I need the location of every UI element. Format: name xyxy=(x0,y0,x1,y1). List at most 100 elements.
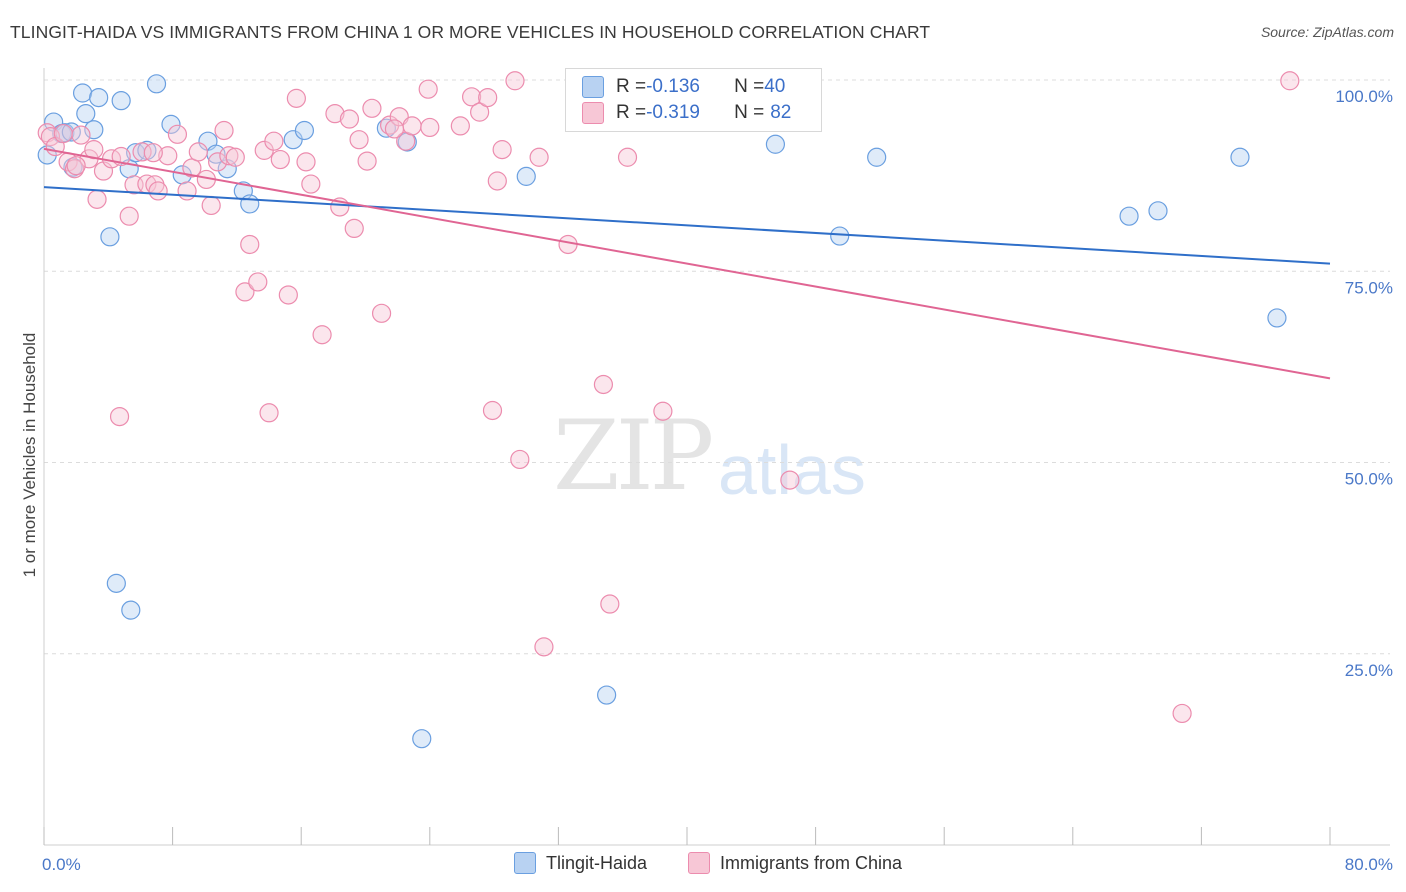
point-immigrants-china xyxy=(87,189,107,209)
point-immigrants-china xyxy=(286,88,306,108)
point-immigrants-china xyxy=(158,146,178,166)
x-tick-label: 0.0% xyxy=(42,855,81,874)
point-immigrants-china xyxy=(248,272,268,292)
legend-item-tlingit: Tlingit-Haida xyxy=(514,852,647,874)
point-immigrants-china xyxy=(201,195,221,216)
legend-swatch-china xyxy=(582,102,604,124)
x-tick-label: 80.0% xyxy=(1345,855,1393,874)
grid-lines xyxy=(44,79,1390,655)
point-immigrants-china xyxy=(339,109,360,129)
trend-line-immigrants-china xyxy=(43,147,1331,380)
point-immigrants-china xyxy=(534,637,554,657)
legend-n-label: N = xyxy=(734,102,765,123)
point-immigrants-china xyxy=(71,125,91,145)
point-immigrants-china xyxy=(362,98,382,118)
point-immigrants-china xyxy=(344,218,364,239)
x-tick-labels: 0.0% 80.0% xyxy=(42,855,1393,874)
point-immigrants-china xyxy=(259,403,279,423)
point-immigrants-china xyxy=(357,151,377,171)
point-immigrants-china xyxy=(235,282,255,302)
legend-row-tlingit: R = -0.136 N = 40 xyxy=(582,75,785,99)
point-immigrants-china xyxy=(214,120,234,141)
y-tick-label: 50.0% xyxy=(1345,470,1393,489)
trend-lines xyxy=(43,147,1331,380)
point-tlingit-haida xyxy=(146,74,167,94)
point-immigrants-china xyxy=(371,303,392,323)
legend-r-value: -0.319 xyxy=(646,102,700,123)
point-immigrants-china xyxy=(482,400,503,421)
axes xyxy=(43,68,1390,846)
point-immigrants-china xyxy=(188,142,208,162)
legend-swatch-china xyxy=(688,852,710,874)
point-immigrants-china xyxy=(1172,703,1192,724)
point-immigrants-china xyxy=(143,143,163,163)
point-tlingit-haida xyxy=(867,147,887,167)
point-immigrants-china xyxy=(492,140,512,160)
series-immigrants-from-china xyxy=(37,71,1300,724)
y-tick-label: 75.0% xyxy=(1345,278,1393,297)
point-tlingit-haida xyxy=(72,83,93,103)
point-tlingit-haida xyxy=(376,118,396,138)
point-immigrants-china xyxy=(53,123,73,144)
point-immigrants-china xyxy=(66,156,86,176)
point-immigrants-china xyxy=(478,87,498,108)
point-immigrants-china xyxy=(349,130,369,150)
point-immigrants-china xyxy=(240,234,260,255)
point-immigrants-china xyxy=(653,401,673,421)
legend-label-tlingit: Tlingit-Haida xyxy=(546,852,648,873)
point-immigrants-china xyxy=(402,116,422,136)
point-tlingit-haida xyxy=(516,166,536,186)
point-immigrants-china xyxy=(617,147,638,167)
point-immigrants-china xyxy=(109,407,130,427)
point-immigrants-china xyxy=(208,152,228,172)
point-immigrants-china xyxy=(420,117,440,138)
point-tlingit-haida xyxy=(89,87,109,108)
point-immigrants-china xyxy=(119,206,139,226)
point-tlingit-haida xyxy=(1119,206,1139,226)
point-immigrants-china xyxy=(177,181,197,201)
point-immigrants-china xyxy=(219,146,239,166)
point-immigrants-china xyxy=(593,374,614,395)
legend-r-value: -0.136 xyxy=(646,76,700,97)
point-tlingit-haida xyxy=(100,227,120,247)
point-immigrants-china xyxy=(1280,71,1300,91)
point-immigrants-china xyxy=(325,104,345,124)
point-tlingit-haida xyxy=(240,194,260,214)
legend-r-label: R = xyxy=(616,102,647,123)
series-legend: Tlingit-Haida Immigrants from China xyxy=(0,852,1406,876)
point-immigrants-china xyxy=(64,159,85,179)
point-tlingit-haida xyxy=(765,134,786,154)
point-immigrants-china xyxy=(529,147,549,167)
trend-line-tlingit-haida xyxy=(43,186,1331,265)
point-immigrants-china xyxy=(510,449,530,470)
point-immigrants-china xyxy=(296,152,316,172)
point-immigrants-china xyxy=(264,131,284,151)
chart-title: TLINGIT-HAIDA VS IMMIGRANTS FROM CHINA 1… xyxy=(10,22,931,42)
point-immigrants-china xyxy=(270,149,290,170)
point-tlingit-haida xyxy=(121,600,141,620)
legend-label-china: Immigrants from China xyxy=(720,852,903,873)
point-tlingit-haida xyxy=(111,91,131,111)
point-immigrants-china xyxy=(301,174,321,194)
point-immigrants-china xyxy=(461,87,482,107)
point-tlingit-haida xyxy=(84,120,104,140)
point-immigrants-china xyxy=(505,71,525,91)
legend-item-china: Immigrants from China xyxy=(688,852,902,874)
legend-n-value: 82 xyxy=(770,102,792,123)
point-tlingit-haida xyxy=(597,685,617,705)
point-immigrants-china xyxy=(278,285,298,305)
watermark-zip: ZIP xyxy=(553,400,714,512)
watermark-atlas: atlas xyxy=(718,431,866,509)
point-immigrants-china xyxy=(167,124,188,144)
point-immigrants-china xyxy=(148,181,168,201)
point-tlingit-haida xyxy=(106,573,126,593)
legend-swatch-tlingit xyxy=(514,852,536,874)
correlation-legend: R = -0.136 N = 40 R = -0.319 N = 82 xyxy=(565,68,822,132)
point-tlingit-haida xyxy=(76,104,96,124)
point-tlingit-haida xyxy=(1267,308,1287,328)
legend-swatch-tlingit xyxy=(582,76,604,98)
point-immigrants-china xyxy=(780,470,800,490)
point-immigrants-china xyxy=(600,594,620,614)
point-tlingit-haida xyxy=(1230,147,1250,167)
point-immigrants-china xyxy=(384,119,405,139)
